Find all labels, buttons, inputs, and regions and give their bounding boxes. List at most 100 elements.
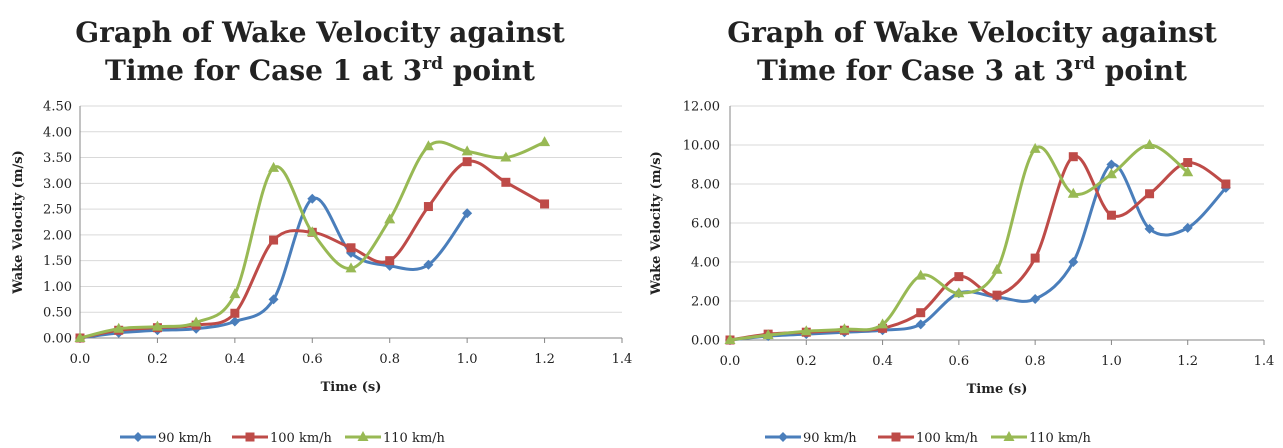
legend-marker [357,431,369,441]
y-tick-label: 2.50 [43,203,72,218]
legend-label: 100 km/h [916,431,979,446]
data-point-marker [1183,158,1193,168]
data-point-marker [800,325,812,336]
data-point-marker [423,259,434,270]
legend-entry: 90 km/h [120,431,212,446]
chart-title-line-1: Graph of Wake Velocity against [727,16,1217,49]
series-110-km-h [724,139,1194,344]
data-point-marker [838,323,850,334]
legend-entry: 100 km/h [232,431,333,446]
series-line [78,159,547,340]
y-axis-label: Wake Velocity (m/s) [11,150,26,295]
chart-1: Graph of Wake Velocity against Time for C… [11,16,632,446]
data-point-marker [345,262,357,273]
y-tick-label: 2.00 [43,228,72,243]
series-line [78,196,469,340]
legend-marker [133,432,143,442]
x-axis-label: Time (s) [321,380,382,395]
chart-title-text-end: point [443,54,535,87]
data-point-marker [190,316,202,327]
data-point-marker [385,256,395,266]
data-point-marker [915,319,926,330]
data-point-marker [462,208,473,219]
data-point-marker [1106,210,1116,220]
data-point-marker [462,157,472,167]
series-90-km-h [75,193,473,343]
data-point-marker [461,145,473,156]
chart-title-text: Time for Case 1 at 3 [105,54,422,87]
data-point-marker [306,226,318,237]
y-tick-label: 1.00 [43,280,72,295]
chart-title-superscript: rd [422,54,443,74]
y-tick-label: 4.50 [43,100,72,115]
x-tick-label: 0.8 [379,352,400,367]
data-point-marker [877,318,889,329]
y-tick-label: 4.00 [691,256,720,271]
legend-entry: 90 km/h [765,431,857,446]
data-point-marker [1182,166,1194,177]
data-point-marker [1145,189,1155,199]
legend-marker [778,432,788,442]
data-point-marker [953,287,965,298]
chart-title-line-2: Time for Case 3 at 3rd point [757,54,1187,87]
data-point-marker [346,243,356,253]
data-point-marker [991,263,1003,274]
legend-marker [1003,431,1015,441]
data-point-marker [1068,257,1079,267]
data-point-marker [229,288,241,299]
y-tick-label: 0.50 [43,306,72,321]
series-100-km-h [75,157,550,343]
data-point-marker [724,334,736,344]
data-point-marker [916,308,926,318]
data-point-marker [1068,152,1078,162]
x-tick-label: 0.8 [1025,354,1046,369]
x-tick-label: 1.0 [1101,354,1122,369]
x-tick-label: 0.0 [70,352,91,367]
data-point-marker [1182,222,1193,233]
y-tick-label: 0.00 [43,332,72,347]
legend-label: 110 km/h [1029,431,1092,446]
x-tick-label: 0.6 [949,354,970,369]
legend-marker [245,432,255,442]
chart-title-text: Time for Case 3 at 3 [757,54,1074,87]
series-100-km-h [725,152,1231,345]
data-point-marker [268,294,279,305]
data-point-marker [1221,179,1231,189]
x-tick-label: 0.6 [302,352,323,367]
x-tick-label: 1.4 [1254,354,1275,369]
data-point-marker [1144,223,1155,234]
data-point-marker [151,320,163,331]
x-tick-label: 0.2 [796,354,817,369]
data-point-marker [501,177,511,187]
data-point-marker [992,290,1002,300]
data-point-marker [1067,187,1079,198]
y-tick-label: 3.50 [43,151,72,166]
x-tick-label: 0.4 [225,352,246,367]
y-tick-label: 3.00 [43,177,72,192]
data-point-marker [229,316,240,327]
series-110-km-h [74,136,551,342]
x-tick-label: 1.4 [612,352,633,367]
data-point-marker [540,199,550,209]
data-point-marker [230,308,240,318]
y-tick-label: 12.00 [683,100,720,115]
x-tick-label: 0.0 [720,354,741,369]
data-point-marker [762,329,774,340]
data-point-marker [269,235,279,245]
x-tick-label: 1.0 [457,352,478,367]
y-axis-label: Wake Velocity (m/s) [649,151,664,296]
x-tick-label: 0.2 [147,352,168,367]
y-tick-label: 1.50 [43,254,72,269]
legend-entry: 110 km/h [345,431,446,446]
x-tick-label: 1.2 [534,352,555,367]
data-point-marker [307,193,318,204]
series-line [78,140,547,340]
data-point-marker [915,269,927,280]
y-tick-label: 4.00 [43,125,72,140]
legend-entry: 110 km/h [991,431,1092,446]
data-point-marker [500,151,512,162]
legend-entry: 100 km/h [878,431,979,446]
chart-title-text-end: point [1095,54,1187,87]
